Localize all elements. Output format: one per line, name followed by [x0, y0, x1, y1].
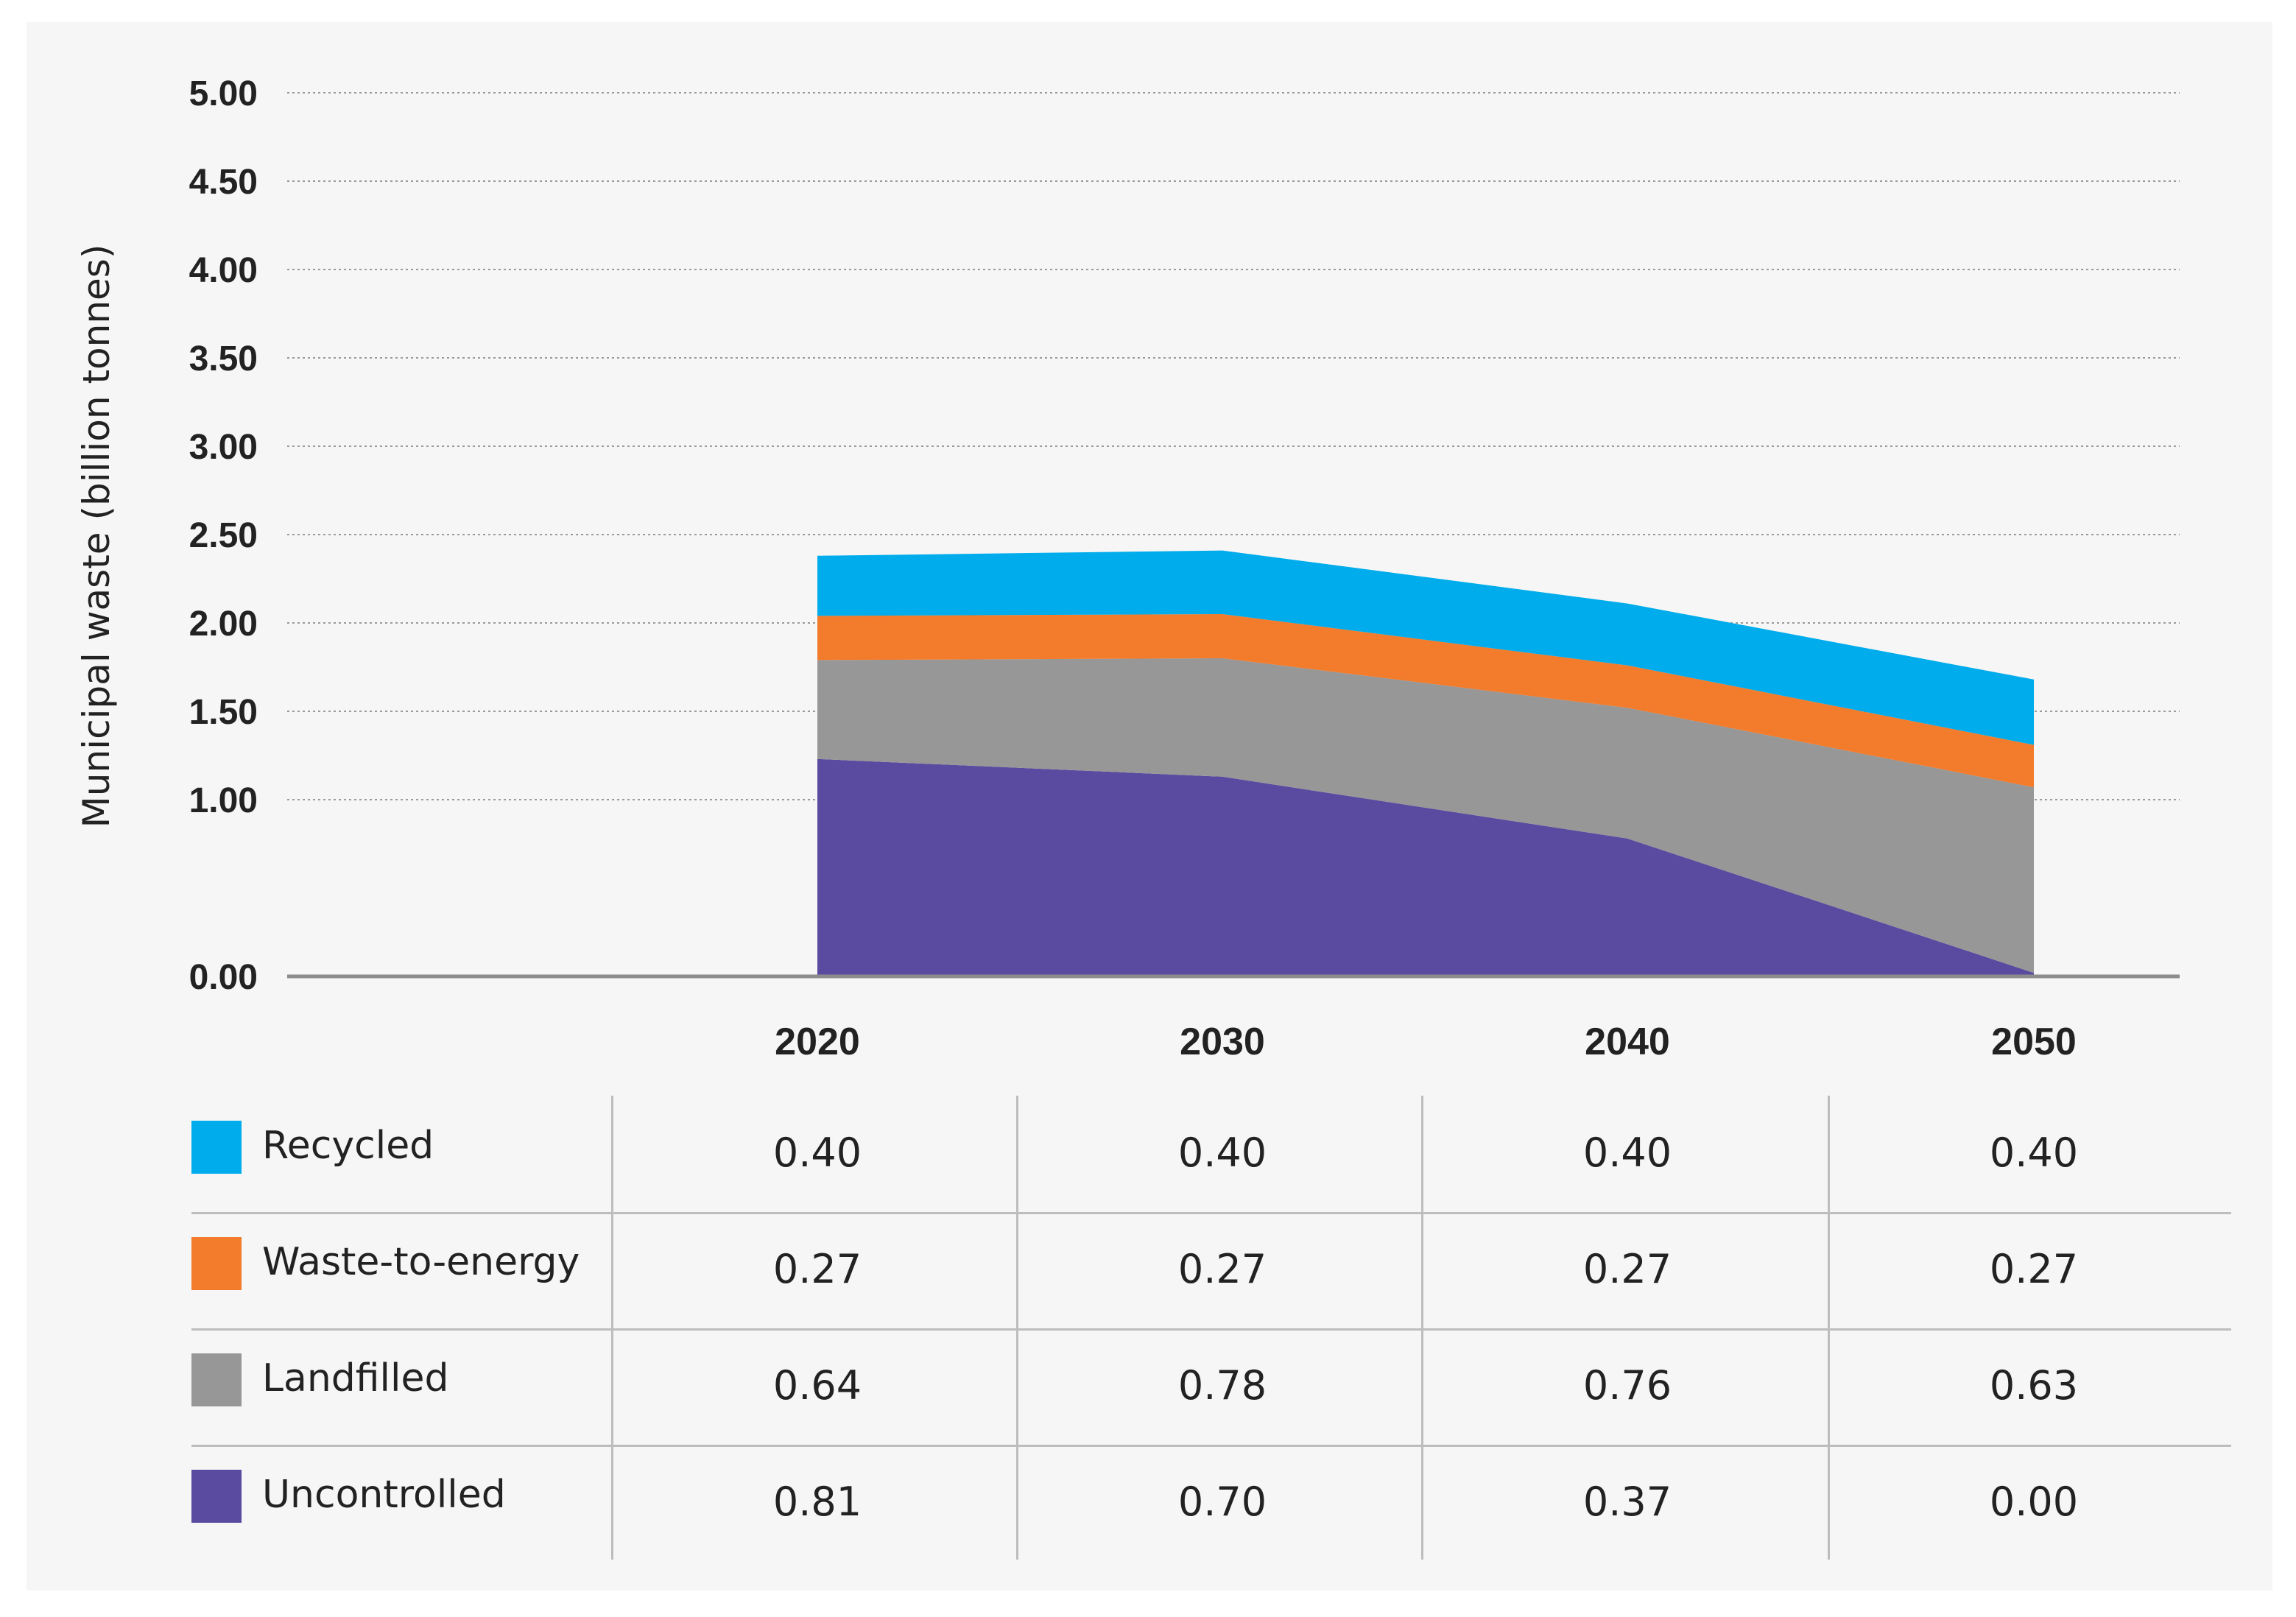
legend-label: Uncontrolled — [262, 1473, 506, 1517]
x-tick-label: 2050 — [1991, 1021, 2077, 1063]
table-cell: 0.27 — [1582, 1246, 1672, 1292]
table-cell: 0.27 — [772, 1246, 862, 1292]
y-tick-label: 1.00 — [189, 781, 258, 820]
legend-label: Waste-to-energy — [262, 1240, 580, 1284]
legend-swatch-recycled — [191, 1121, 242, 1174]
x-axis-ticks: 2020 2030 2040 2050 — [775, 1021, 2077, 1063]
x-tick-label: 2040 — [1585, 1021, 1670, 1063]
y-axis-label: Municipal waste (billion tonnes) — [75, 244, 118, 828]
table-column-divider — [1016, 1096, 1018, 1560]
table-cell: 0.63 — [1989, 1362, 2079, 1409]
table-column-divider — [1421, 1096, 1423, 1560]
y-tick-label: 2.00 — [189, 605, 258, 644]
x-tick-label: 2020 — [775, 1021, 860, 1063]
y-tick-label: 3.50 — [189, 339, 258, 378]
table-column-divider — [1828, 1096, 1830, 1560]
y-tick-label: 1.50 — [189, 693, 258, 732]
table-cell: 0.40 — [1989, 1130, 2079, 1176]
table-cell: 0.40 — [1582, 1130, 1672, 1176]
area-waste-to-energy — [817, 614, 2034, 788]
table-row-divider — [191, 1212, 2231, 1214]
table-cell: 0.40 — [772, 1130, 862, 1176]
y-tick-label: 5.00 — [189, 74, 258, 113]
table-column-divider — [611, 1096, 613, 1560]
table-row-divider — [191, 1445, 2231, 1447]
y-tick-label: 2.50 — [189, 516, 258, 555]
legend-swatch-waste-to-energy — [191, 1237, 242, 1290]
table-cell: 0.37 — [1582, 1479, 1672, 1525]
y-tick-label: 3.00 — [189, 428, 258, 467]
legend-label: Recycled — [262, 1124, 434, 1168]
legend-swatch-uncontrolled — [191, 1470, 242, 1523]
table-cell: 0.00 — [1989, 1479, 2079, 1525]
y-axis-ticks: 5.00 4.50 4.00 3.50 3.00 2.50 2.00 1.50 1.00 0.00 — [189, 74, 258, 997]
legend-swatch-landfilled — [191, 1353, 242, 1406]
table-cell: 0.27 — [1989, 1246, 2079, 1292]
y-tick-label: 4.50 — [189, 163, 258, 202]
area-uncontrolled — [817, 758, 2034, 976]
table-row-divider — [191, 1328, 2231, 1331]
table-cell: 0.78 — [1177, 1362, 1267, 1409]
y-tick-label: 0.00 — [189, 958, 258, 997]
table-cell: 0.81 — [772, 1479, 862, 1525]
table-cell: 0.27 — [1177, 1246, 1267, 1292]
y-tick-label: 4.00 — [189, 251, 258, 290]
table-cell: 0.40 — [1177, 1130, 1267, 1176]
table-cell: 0.76 — [1582, 1362, 1672, 1409]
legend-label: Landfilled — [262, 1356, 449, 1401]
area-recycled — [817, 550, 2034, 745]
x-tick-label: 2030 — [1180, 1021, 1265, 1063]
stacked-area-chart: 5.00 4.50 4.00 3.50 3.00 2.50 2.00 1.50 1.00 0.00… — [75, 74, 2180, 1063]
area-series — [817, 550, 2034, 976]
area-landfilled — [817, 658, 2034, 973]
table-cell: 0.64 — [772, 1362, 862, 1409]
data-table: Recycled 0.40 0.40 0.40 0.40 Waste-to-energy 0… — [191, 1096, 2231, 1560]
table-cell: 0.70 — [1177, 1479, 1267, 1525]
gridlines — [287, 92, 2180, 800]
